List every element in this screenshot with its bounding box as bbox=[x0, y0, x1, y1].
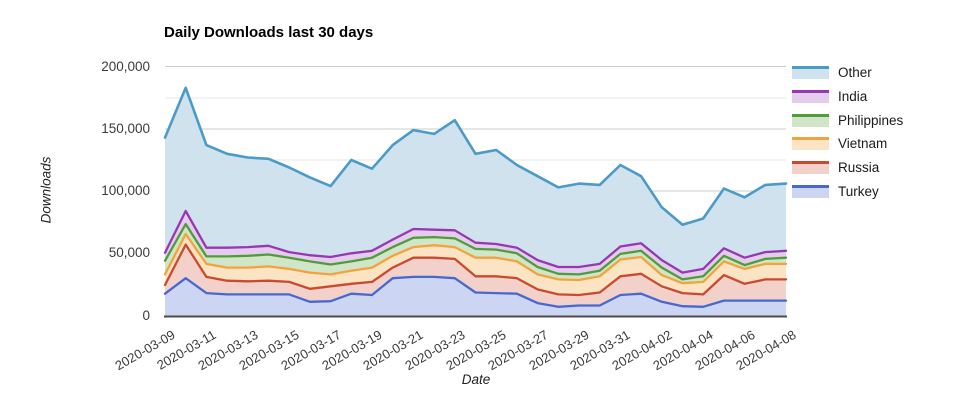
legend-label: Other bbox=[838, 65, 872, 81]
area-philippines bbox=[165, 224, 786, 284]
legend-label: Russia bbox=[838, 160, 880, 176]
line-russia bbox=[163, 243, 788, 297]
legend-item-turkey[interactable]: Turkey bbox=[792, 179, 903, 203]
y-tick-label: 0 bbox=[142, 307, 150, 323]
line-turkey bbox=[163, 275, 788, 308]
legend-swatch-icon bbox=[792, 137, 829, 151]
y-axis-title: Downloads bbox=[38, 156, 54, 224]
line-philippines bbox=[163, 222, 788, 281]
area-other bbox=[165, 87, 786, 273]
legend-swatch-icon bbox=[792, 113, 829, 127]
legend-item-vietnam[interactable]: Vietnam bbox=[792, 132, 903, 156]
area-vietnam bbox=[165, 234, 786, 295]
line-vietnam bbox=[163, 232, 788, 285]
legend-label: Philippines bbox=[838, 112, 904, 128]
legend-item-russia[interactable]: Russia bbox=[792, 156, 903, 180]
chart-title: Daily Downloads last 30 days bbox=[164, 24, 374, 41]
legend-swatch-icon bbox=[792, 184, 829, 198]
area-russia bbox=[165, 244, 786, 307]
line-other bbox=[163, 86, 788, 226]
x-axis-title: Date bbox=[461, 372, 491, 387]
legend-swatch-icon bbox=[792, 90, 829, 104]
y-tick-label: 200,000 bbox=[101, 58, 150, 74]
legend: Other India Philippines Vietnam Russia Turkey bbox=[792, 61, 903, 203]
legend-label: Vietnam bbox=[838, 136, 888, 152]
legend-label: India bbox=[838, 89, 868, 105]
area-turkey bbox=[165, 276, 786, 316]
line-india bbox=[163, 209, 788, 274]
y-tick-label: 50,000 bbox=[108, 245, 150, 261]
legend-swatch-icon bbox=[792, 66, 829, 80]
legend-item-other[interactable]: Other bbox=[792, 61, 903, 85]
y-tick-label: 100,000 bbox=[101, 183, 150, 199]
legend-item-india[interactable]: India bbox=[792, 85, 903, 109]
y-tick-label: 150,000 bbox=[101, 120, 150, 136]
legend-item-philippines[interactable]: Philippines bbox=[792, 108, 903, 132]
legend-label: Turkey bbox=[838, 183, 879, 199]
legend-swatch-icon bbox=[792, 161, 829, 175]
